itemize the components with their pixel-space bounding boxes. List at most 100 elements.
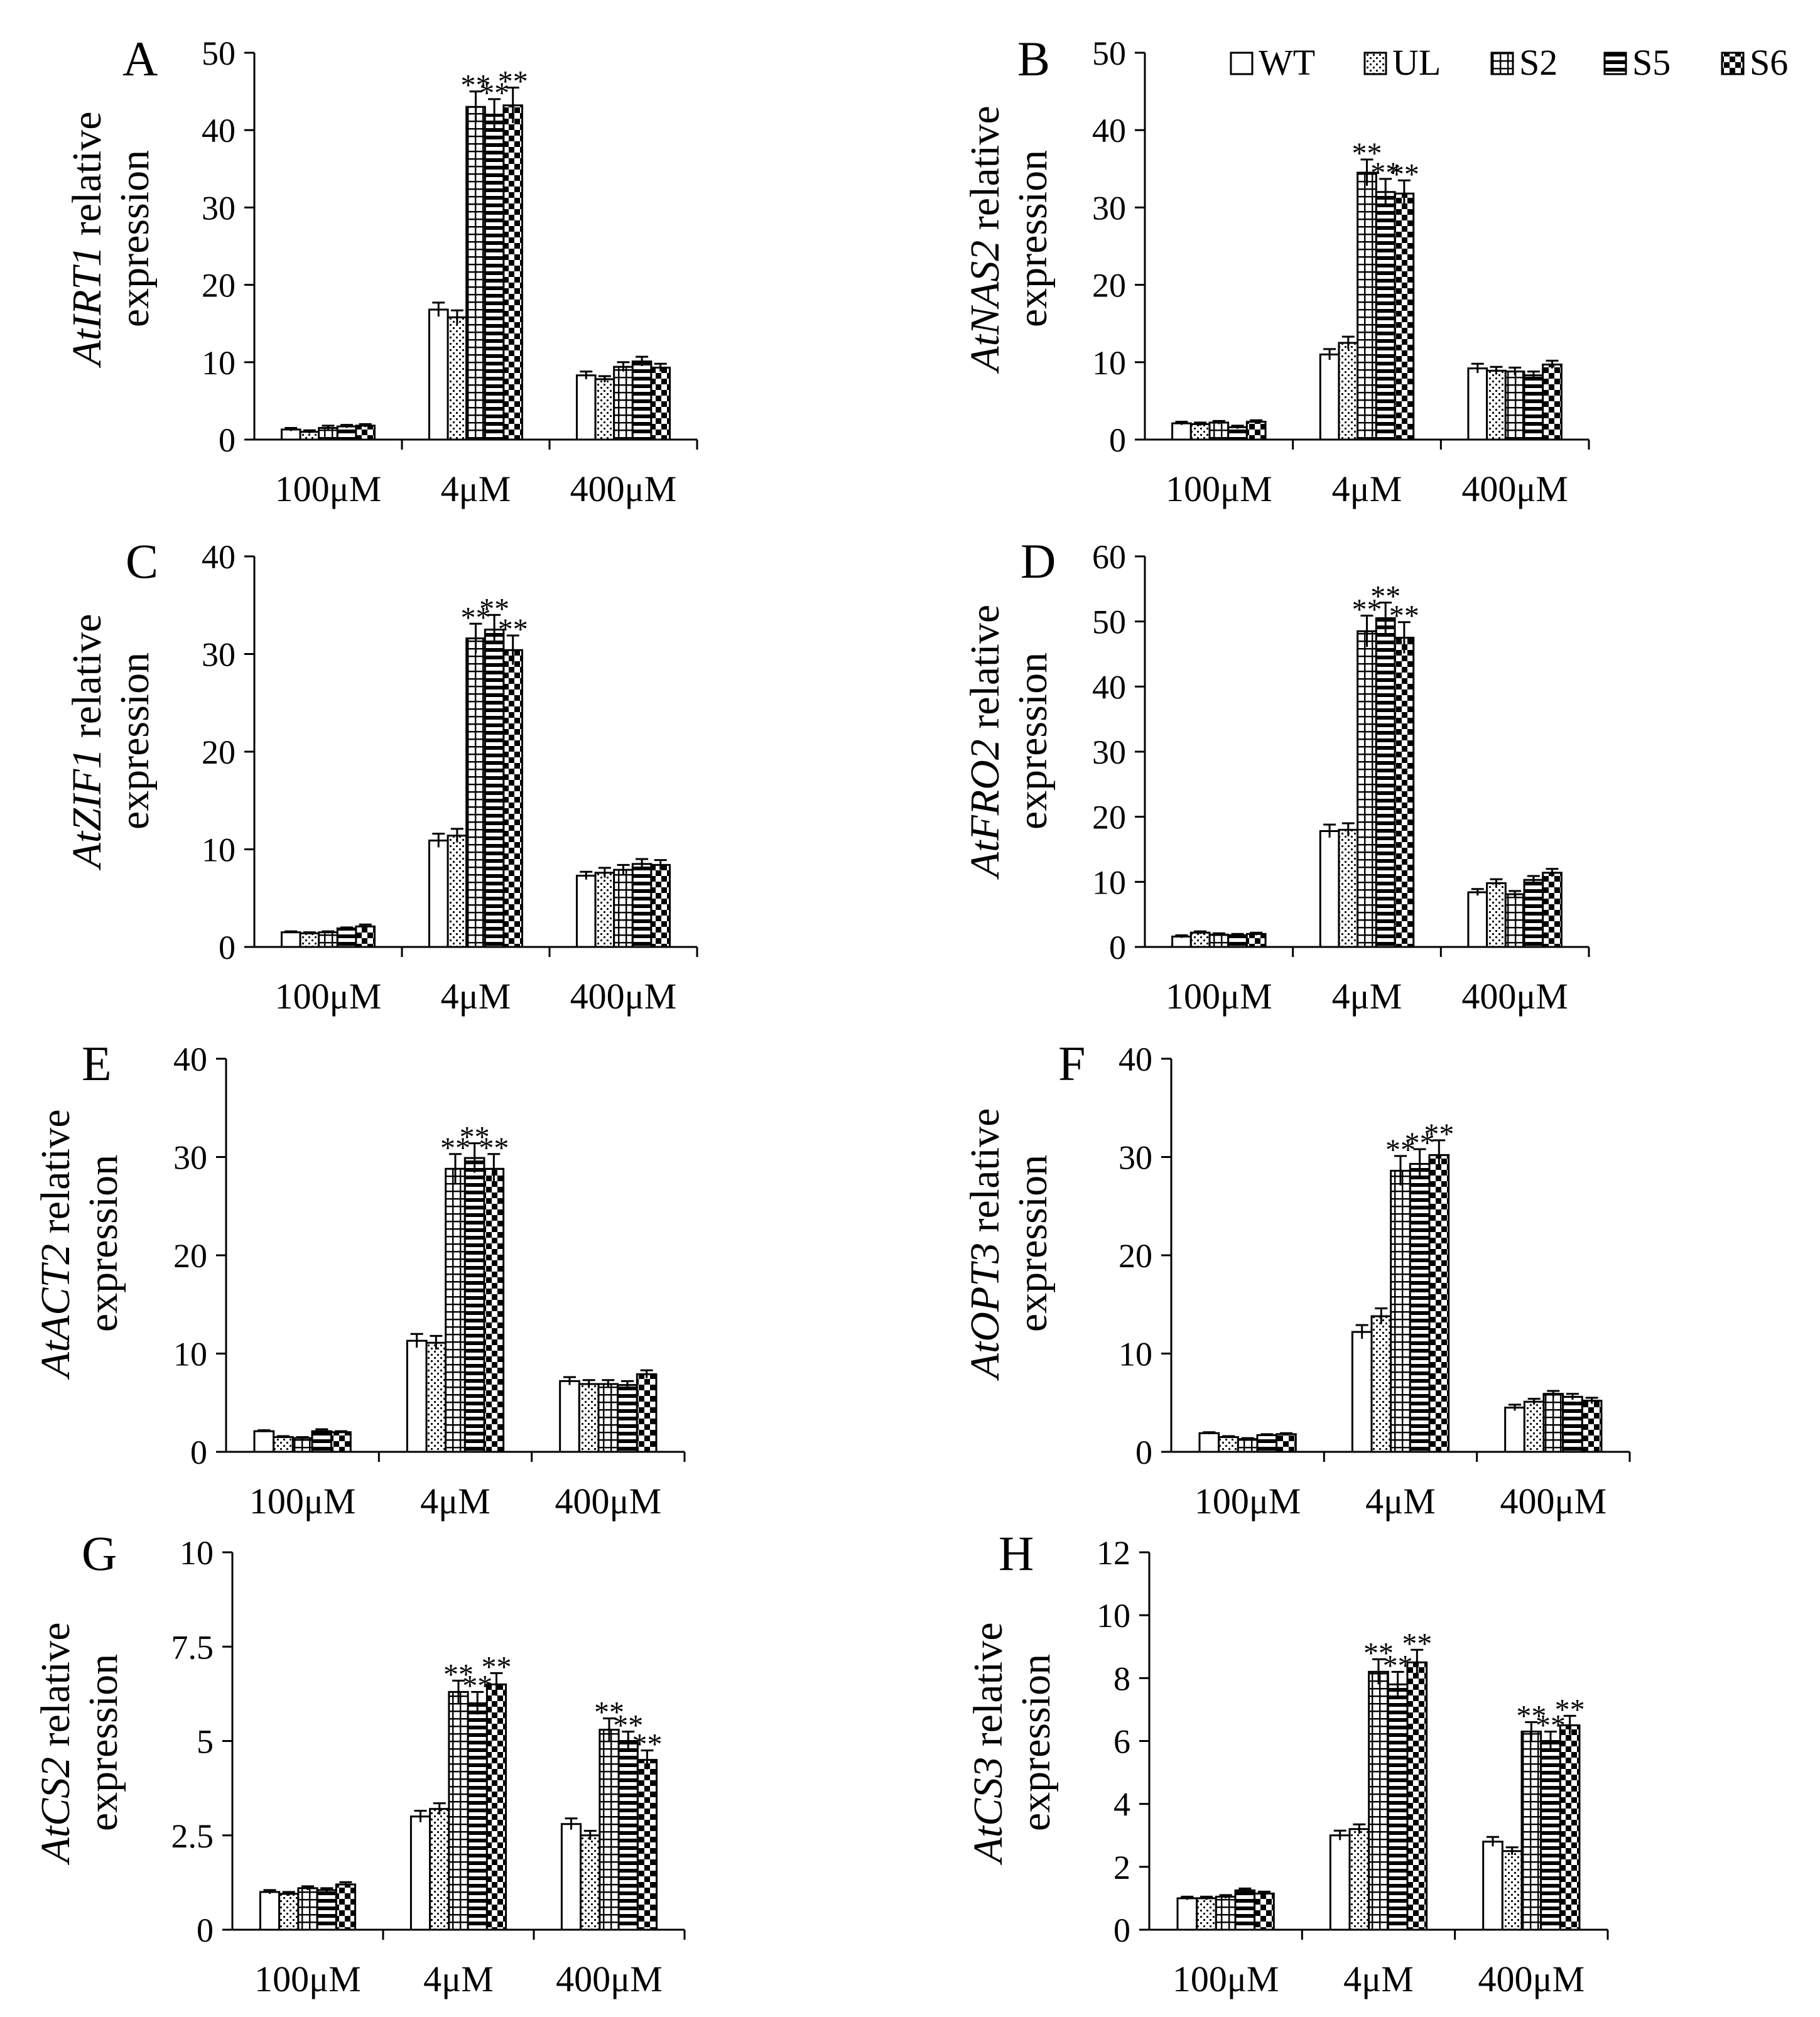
panel-letter: F: [1058, 1036, 1085, 1091]
y-tick-label: 40: [1119, 1041, 1152, 1078]
legend-swatch-wt: [1230, 51, 1254, 75]
bar-s5: [1234, 1889, 1256, 1931]
bar-s6: [502, 104, 524, 441]
bar-s6: [1428, 1154, 1450, 1453]
bar-wt: [1319, 353, 1340, 441]
bar-wt: [280, 931, 301, 948]
bar-s6: [355, 424, 376, 441]
bar-wt: [1319, 830, 1340, 948]
y-tick-label: 0: [1135, 1434, 1152, 1471]
y-axis-label: AtNAS2 relativeexpression: [962, 105, 1056, 374]
bar-s2: [1520, 1730, 1542, 1931]
bar-s6: [1542, 872, 1563, 948]
bar-s5: [617, 1384, 638, 1453]
bar-s5: [1375, 191, 1396, 441]
bar-s5: [484, 114, 505, 441]
significance-marker: **: [498, 65, 528, 98]
bar-wt: [1171, 422, 1192, 441]
bar-s2: [1357, 171, 1377, 441]
y-tick-label: 20: [202, 267, 236, 305]
bar-ul: [299, 932, 320, 948]
panel-letter: H: [999, 1526, 1034, 1581]
significance-marker: **: [443, 1658, 474, 1691]
bar-s5: [336, 927, 357, 948]
x-tick-label: 100μM: [275, 468, 382, 509]
bar-s5: [1227, 426, 1248, 441]
bar-s5: [631, 360, 653, 441]
significance-marker: **: [613, 1709, 643, 1742]
significance-marker: **: [1352, 137, 1382, 170]
bar-s2: [1208, 421, 1230, 441]
bar-wt: [1329, 1834, 1351, 1931]
bar-s6: [330, 1431, 352, 1453]
x-tick-label: 4μM: [420, 1481, 490, 1522]
bar-s2: [1504, 370, 1525, 441]
y-tick-label: 0: [219, 421, 236, 459]
y-tick-label: 10: [173, 1336, 207, 1373]
bar-wt: [1482, 1841, 1503, 1931]
y-tick-label: 2: [1113, 1849, 1130, 1886]
bar-s6: [1542, 363, 1563, 441]
legend: WT UL S2 S5 S6: [1230, 42, 1788, 83]
bar-wt: [575, 874, 597, 948]
legend-label-wt: WT: [1259, 42, 1315, 83]
y-axis-label: AtIRT1 relativeexpression: [64, 111, 158, 368]
bar-ul: [273, 1436, 294, 1453]
y-tick-label: 10: [1119, 1336, 1152, 1373]
bar-s6: [1559, 1724, 1581, 1931]
y-tick-label: 40: [202, 538, 236, 576]
legend-label-s5: S5: [1632, 42, 1671, 83]
bar-wt: [1171, 935, 1192, 948]
bar-ul: [1218, 1436, 1239, 1453]
bar-s5: [1375, 617, 1396, 948]
x-tick-label: 4μM: [441, 976, 511, 1017]
significance-marker: **: [1370, 580, 1400, 614]
bar-ul: [580, 1834, 601, 1931]
y-tick-label: 10: [202, 831, 236, 869]
bar-wt: [259, 1891, 281, 1931]
bar-ul: [594, 872, 615, 948]
y-tick-label: 50: [1092, 603, 1126, 641]
bar-s2: [1504, 893, 1525, 948]
y-tick-label: 12: [1097, 1534, 1130, 1572]
y-tick-label: 8: [1113, 1660, 1130, 1697]
bar-s5: [631, 863, 653, 948]
y-tick-label: 7.5: [171, 1628, 214, 1666]
y-tick-label: 20: [1119, 1237, 1152, 1275]
bar-wt: [559, 1380, 580, 1453]
significance-marker: **: [479, 592, 509, 625]
bar-s2: [1390, 1169, 1411, 1453]
significance-marker: **: [594, 1695, 624, 1729]
bar-wt: [1504, 1407, 1525, 1453]
x-tick-label: 4μM: [1365, 1481, 1436, 1522]
x-tick-label: 4μM: [441, 468, 511, 509]
significance-marker: **: [1363, 1636, 1394, 1670]
y-tick-label: 2.5: [171, 1817, 214, 1855]
y-tick-label: 30: [1092, 733, 1126, 771]
bar-wt: [409, 1815, 431, 1931]
y-tick-label: 40: [173, 1041, 207, 1078]
y-tick-label: 30: [1119, 1139, 1152, 1177]
gene-name: AtNAS2: [962, 241, 1008, 374]
bar-wt: [575, 374, 597, 441]
y-tick-label: 60: [1092, 538, 1126, 576]
y-tick-label: 0: [197, 1912, 214, 1949]
x-tick-label: 100μM: [254, 1959, 361, 1999]
x-tick-label: 4μM: [1332, 976, 1402, 1017]
significance-marker: **: [1370, 156, 1400, 190]
x-tick-label: 100μM: [1166, 468, 1272, 509]
panel-letter: A: [122, 31, 158, 86]
bar-s5: [1523, 879, 1544, 948]
bar-ul: [594, 378, 615, 441]
bar-s5: [467, 1702, 488, 1931]
bar-s6: [502, 649, 524, 948]
y-tick-label: 40: [1092, 668, 1126, 706]
bar-s6: [636, 1373, 658, 1453]
bar-s5: [1256, 1434, 1278, 1453]
bar-s2: [318, 931, 339, 948]
bar-s6: [1394, 637, 1415, 948]
